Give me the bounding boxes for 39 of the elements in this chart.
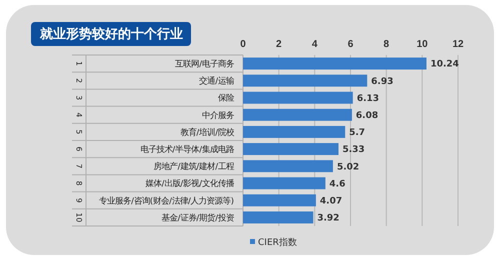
x-tick-label: 8 [384, 39, 390, 50]
data-label: 4.07 [320, 196, 342, 206]
y-tick-label: 房地产/建筑/建材/工程 [154, 161, 234, 172]
bar [243, 143, 338, 156]
x-tick-label: 4 [312, 39, 318, 50]
y-tick-label: 基金/证券/期货/投资 [162, 212, 234, 222]
data-label: 5.7 [349, 128, 366, 138]
bar [243, 92, 353, 104]
y-tick-label: 电子技术/半导体/集成电路 [140, 144, 234, 154]
data-label: 4.6 [329, 179, 346, 190]
y-tick-label: 互联网/电子商务 [175, 58, 234, 68]
bar [243, 74, 368, 87]
y-tick-label: 媒体/出版/影视/文化传播 [146, 178, 234, 188]
text: 就业形势较好的十个行业 [39, 26, 183, 42]
data-label: 10.24 [430, 60, 459, 70]
x-tick-label: 0 [240, 39, 246, 50]
y-tick-label: 专业服务/咨询(财会/法律/人力资源等) [99, 195, 234, 206]
data-label: 6.08 [356, 111, 378, 121]
x-tick-label: 2 [276, 39, 282, 50]
bar [243, 194, 316, 206]
bar [243, 160, 333, 172]
y-tick-label: 教育/培训/院校 [180, 126, 234, 137]
y-tick-label: 中介服务 [202, 110, 234, 120]
data-label: 3.92 [317, 214, 340, 224]
y-tick-label: 保险 [218, 92, 234, 103]
bar [243, 211, 314, 224]
data-label: 5.02 [336, 162, 360, 172]
legend-label: CIER指数 [258, 237, 297, 248]
y-tick-label: 交通/运输 [199, 76, 234, 86]
x-tick-label: 12 [452, 39, 464, 50]
x-tick-label: 6 [348, 39, 354, 50]
x-tick-label: 10 [416, 39, 428, 50]
bar [243, 126, 346, 138]
bar [243, 108, 352, 121]
data-label: 6.93 [371, 76, 394, 87]
data-label: 5.33 [342, 145, 365, 156]
bar [243, 58, 426, 70]
bar [243, 177, 326, 190]
data-label: 6.13 [356, 94, 380, 104]
